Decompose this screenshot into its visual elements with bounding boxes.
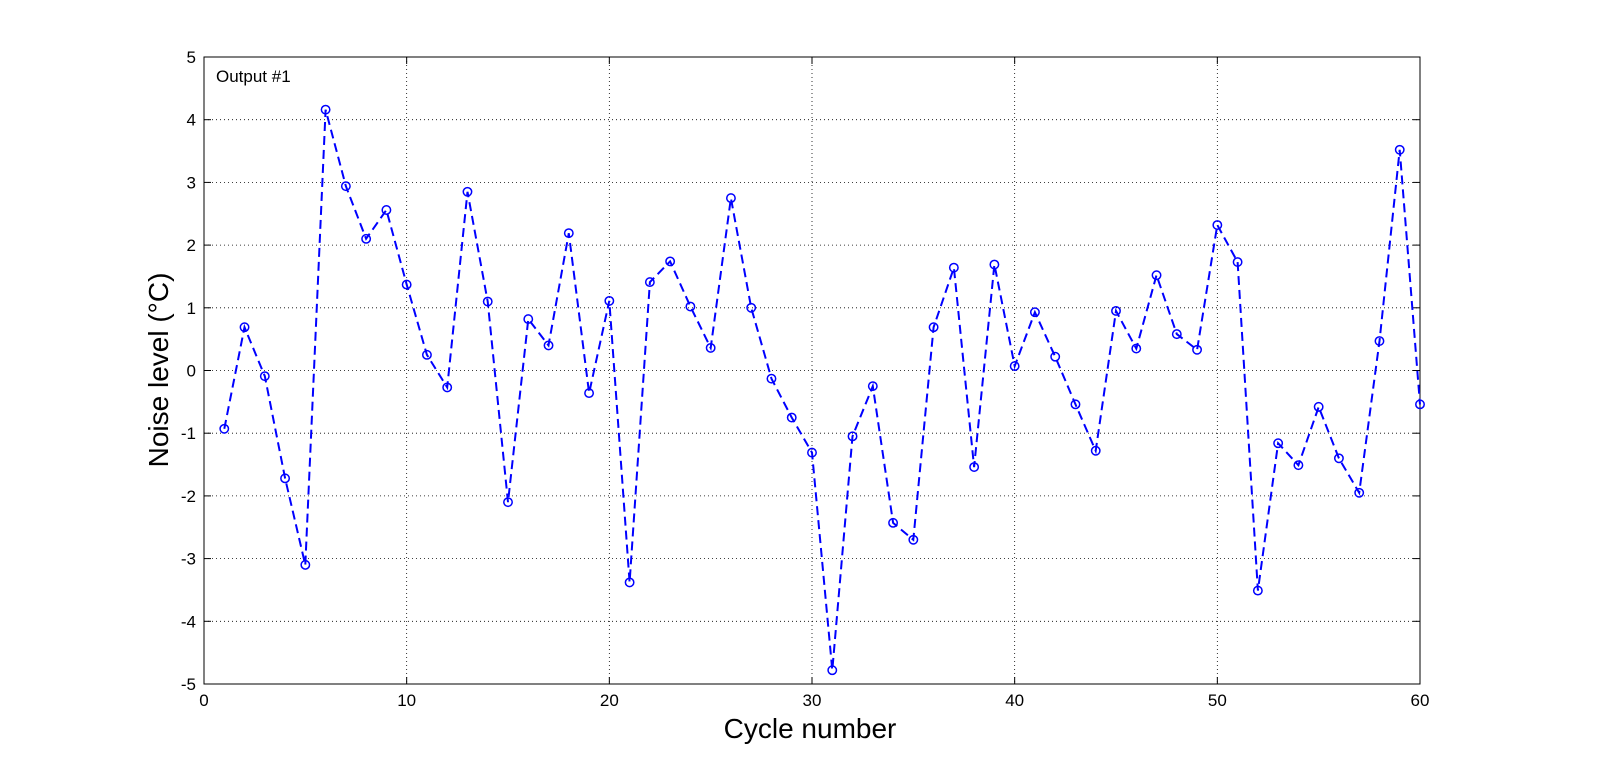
data-point [624,577,635,588]
data-point [644,277,655,288]
x-tick-label: 60 [1411,691,1430,710]
data-point [381,205,392,215]
data-point [827,665,838,676]
data-point [482,296,493,307]
y-tick-label: 5 [187,48,196,67]
data-point [1131,343,1142,354]
data-point [1394,144,1405,155]
data-point [1415,399,1425,410]
data-point [847,431,858,442]
data-point [1090,445,1101,456]
data-point [584,388,595,399]
y-tick-label: -3 [181,550,196,569]
x-axis-title: Cycle number [724,713,897,744]
data-point [1050,351,1061,362]
series-line [223,109,1421,671]
data-point [1151,270,1162,281]
data-point [1354,487,1365,498]
data-point [766,373,777,384]
data-point [543,340,554,351]
y-tick-label: -1 [181,424,196,443]
data-point [1333,453,1344,464]
data-point [462,186,473,197]
data-point [1111,305,1121,316]
data-point [1192,344,1203,355]
y-tick-labels: -5 -4 -3 -2 -1 0 1 2 3 4 5 [181,48,196,694]
data-point [746,302,757,313]
y-axis-title: Noise level (°C) [143,273,174,468]
x-tick-label: 20 [600,691,619,710]
data-point [239,322,250,333]
data-point [523,314,534,325]
data-point [1171,329,1182,340]
y-tick-label: 3 [187,173,196,192]
data-point [1313,401,1324,412]
data-point [1273,438,1284,449]
data-point [340,181,351,192]
data-point [867,381,878,392]
data-point [908,534,919,545]
data-point [442,382,453,393]
data-point [361,233,372,244]
data-point [1070,399,1081,410]
output-annotation: Output #1 [216,67,291,86]
x-tick-label: 50 [1208,691,1227,710]
axis-ticks [203,56,1421,685]
data-point [969,462,980,473]
data-point [989,259,1000,270]
data-point [259,371,270,382]
data-point [280,473,291,484]
data-point [563,228,574,239]
data-point [604,295,615,306]
y-tick-label: -5 [181,675,196,694]
data-point [320,104,331,115]
data-point [786,412,797,423]
data-point [421,349,432,360]
x-tick-label: 10 [397,691,416,710]
x-tick-label: 40 [1005,691,1024,710]
y-tick-label: -4 [181,612,196,631]
x-tick-labels: 0 10 20 30 40 50 60 [199,691,1429,710]
data-point [928,322,939,333]
y-tick-label: 4 [187,111,196,130]
data-point [705,342,716,353]
data-point [1374,336,1385,346]
data-point [888,517,899,528]
y-tick-label: 2 [187,236,196,255]
data-point [807,447,817,458]
data-point [1293,460,1304,471]
data-point [401,279,412,290]
y-tick-label: 0 [187,362,196,381]
data-point [219,423,230,434]
data-point [1232,257,1243,267]
data-point [1029,307,1040,318]
data-point [948,262,959,273]
series-layer [219,104,1425,676]
data-point [1009,361,1020,372]
data-point [685,301,696,312]
data-point [1252,585,1263,596]
data-point [725,193,736,204]
y-tick-label: -2 [181,487,196,506]
x-tick-label: 0 [199,691,208,710]
data-point [665,256,676,267]
data-point [300,559,311,570]
data-point [503,497,513,508]
y-tick-label: 1 [187,299,196,318]
x-tick-label: 30 [803,691,822,710]
data-point [1212,220,1223,230]
grid-lines [204,57,1420,684]
